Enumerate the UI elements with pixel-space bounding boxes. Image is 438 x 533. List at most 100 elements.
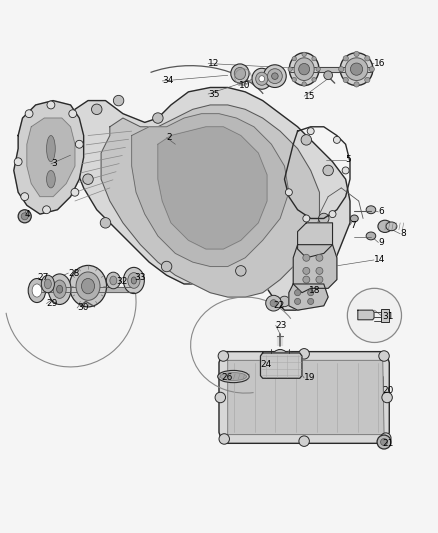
Ellipse shape xyxy=(386,222,397,231)
Ellipse shape xyxy=(28,279,46,303)
Circle shape xyxy=(307,298,314,304)
Ellipse shape xyxy=(70,265,106,307)
Text: 6: 6 xyxy=(378,207,384,216)
Ellipse shape xyxy=(272,73,278,79)
Ellipse shape xyxy=(131,277,137,284)
Circle shape xyxy=(299,436,309,446)
Circle shape xyxy=(342,167,349,174)
Ellipse shape xyxy=(46,135,55,161)
Circle shape xyxy=(303,276,310,283)
Circle shape xyxy=(272,350,288,365)
Ellipse shape xyxy=(41,275,54,293)
Circle shape xyxy=(365,77,370,83)
Text: 12: 12 xyxy=(208,59,219,68)
Circle shape xyxy=(312,77,316,82)
Ellipse shape xyxy=(220,373,247,381)
Circle shape xyxy=(236,265,246,276)
Ellipse shape xyxy=(218,370,249,383)
Ellipse shape xyxy=(345,58,368,80)
Circle shape xyxy=(339,67,344,72)
Ellipse shape xyxy=(350,63,363,75)
Circle shape xyxy=(83,174,93,184)
Circle shape xyxy=(307,128,314,135)
Ellipse shape xyxy=(48,274,71,304)
Circle shape xyxy=(299,349,309,359)
Text: 31: 31 xyxy=(383,312,394,321)
Text: 2: 2 xyxy=(166,133,172,142)
Ellipse shape xyxy=(350,215,358,222)
Circle shape xyxy=(25,110,33,118)
Circle shape xyxy=(113,95,124,106)
Polygon shape xyxy=(297,223,332,258)
Circle shape xyxy=(382,392,392,403)
Ellipse shape xyxy=(124,268,145,294)
Ellipse shape xyxy=(264,65,286,87)
Circle shape xyxy=(303,268,310,274)
Circle shape xyxy=(92,104,102,115)
Circle shape xyxy=(219,434,230,444)
Polygon shape xyxy=(101,105,319,297)
Circle shape xyxy=(381,439,388,446)
Text: 18: 18 xyxy=(308,286,320,295)
Circle shape xyxy=(285,351,293,360)
Circle shape xyxy=(18,210,31,223)
Circle shape xyxy=(324,71,332,79)
Circle shape xyxy=(21,193,28,200)
Circle shape xyxy=(294,289,300,296)
Circle shape xyxy=(279,296,290,306)
Text: 7: 7 xyxy=(350,221,356,230)
Polygon shape xyxy=(158,127,267,249)
Ellipse shape xyxy=(252,68,272,89)
Circle shape xyxy=(307,289,314,296)
Ellipse shape xyxy=(289,53,319,85)
Circle shape xyxy=(301,135,311,145)
Polygon shape xyxy=(219,352,389,443)
Ellipse shape xyxy=(110,276,117,285)
Text: 5: 5 xyxy=(346,155,351,164)
Circle shape xyxy=(365,56,370,61)
Circle shape xyxy=(316,67,320,71)
Ellipse shape xyxy=(294,58,314,80)
Circle shape xyxy=(329,211,336,217)
Text: 21: 21 xyxy=(383,439,394,448)
Circle shape xyxy=(215,392,226,403)
Circle shape xyxy=(75,140,83,148)
Circle shape xyxy=(343,77,348,83)
Polygon shape xyxy=(27,118,75,197)
Circle shape xyxy=(292,77,297,82)
Text: 8: 8 xyxy=(400,229,406,238)
Circle shape xyxy=(42,206,50,214)
Circle shape xyxy=(69,110,77,118)
Text: 24: 24 xyxy=(261,360,272,369)
Circle shape xyxy=(294,298,300,304)
Ellipse shape xyxy=(268,69,283,84)
Circle shape xyxy=(270,300,277,306)
Polygon shape xyxy=(37,287,134,292)
Ellipse shape xyxy=(57,285,63,293)
Circle shape xyxy=(377,435,391,449)
Ellipse shape xyxy=(46,171,55,188)
Circle shape xyxy=(14,158,22,166)
Text: 35: 35 xyxy=(208,90,219,99)
Circle shape xyxy=(303,254,310,261)
Polygon shape xyxy=(293,245,337,293)
Text: 20: 20 xyxy=(383,386,394,395)
Circle shape xyxy=(303,215,310,222)
Ellipse shape xyxy=(366,206,376,214)
Circle shape xyxy=(316,276,323,283)
Text: 19: 19 xyxy=(304,373,316,382)
Circle shape xyxy=(161,261,172,272)
Ellipse shape xyxy=(378,220,392,232)
Circle shape xyxy=(343,56,348,61)
Circle shape xyxy=(333,136,340,143)
Ellipse shape xyxy=(231,64,249,83)
Ellipse shape xyxy=(76,272,100,300)
Text: 15: 15 xyxy=(304,92,316,101)
Text: 9: 9 xyxy=(378,238,384,247)
Text: 32: 32 xyxy=(117,277,128,286)
Polygon shape xyxy=(289,284,328,310)
Polygon shape xyxy=(132,114,289,266)
Circle shape xyxy=(354,51,359,56)
Circle shape xyxy=(318,213,329,224)
Circle shape xyxy=(218,351,229,361)
